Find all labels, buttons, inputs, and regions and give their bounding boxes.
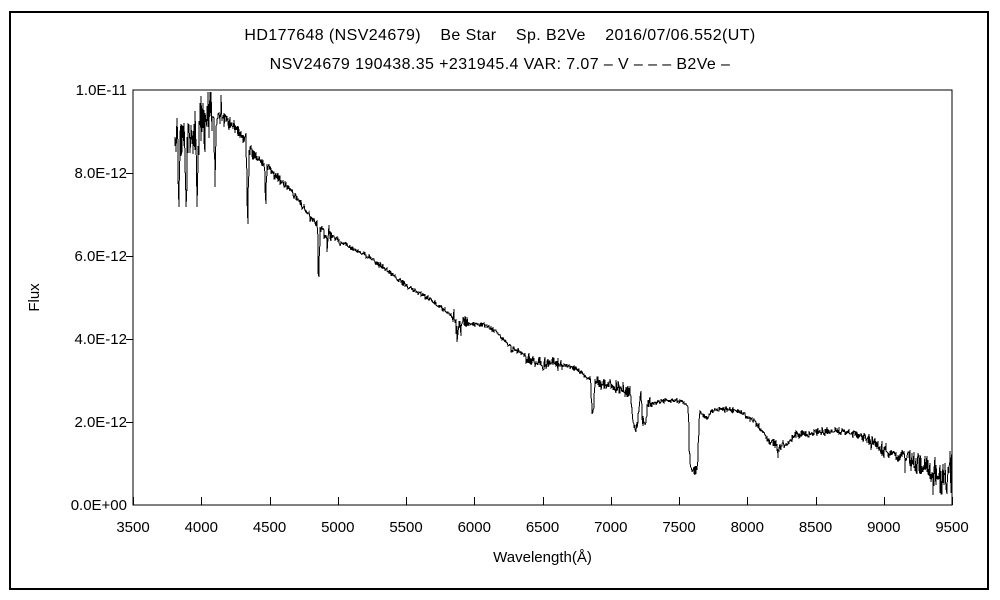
outer-frame: [9, 11, 989, 590]
x-tick-label: 7500: [662, 519, 695, 536]
y-tick-label: 8.0E-12: [74, 165, 127, 182]
x-tick-label: 7000: [594, 519, 627, 536]
x-tick-label: 6500: [526, 519, 559, 536]
chart-title: HD177648 (NSV24679) Be Star Sp. B2Ve 201…: [244, 27, 756, 44]
y-tick-label: 1.0E-11: [76, 82, 127, 99]
x-tick-label: 5000: [321, 519, 354, 536]
x-tick-label: 5500: [389, 519, 422, 536]
x-axis-label: Wavelength(Å): [493, 549, 592, 566]
y-tick-label: 4.0E-12: [74, 331, 127, 348]
y-tick-label: 2.0E-12: [74, 414, 127, 431]
chart-subtitle: NSV24679 190438.35 +231945.4 VAR: 7.07 –…: [269, 56, 731, 73]
y-tick-label: 6.0E-12: [74, 248, 127, 265]
plot-border: [132, 89, 953, 506]
y-tick-label: 0.0E+00: [71, 497, 127, 514]
x-tick-label: 6000: [458, 519, 491, 536]
x-tick-label: 4500: [253, 519, 286, 536]
spectrum-line: [174, 91, 953, 495]
x-tick-label: 3500: [116, 519, 149, 536]
y-axis-label: Flux: [26, 283, 43, 312]
x-tick-label: 8000: [731, 519, 764, 536]
x-tick-label: 4000: [185, 519, 218, 536]
x-tick-label: 9500: [935, 519, 968, 536]
x-tick-label: 8500: [799, 519, 832, 536]
x-tick-label: 9000: [867, 519, 900, 536]
